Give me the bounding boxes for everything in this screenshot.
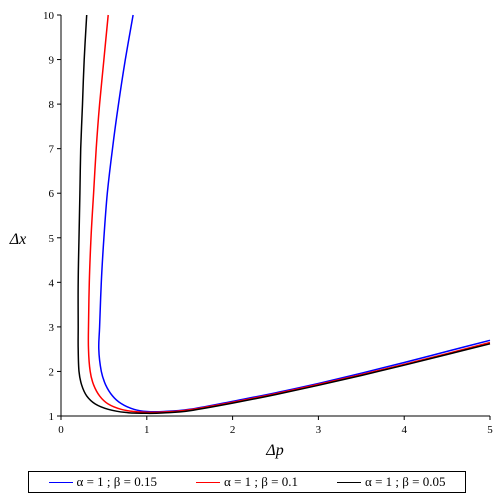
legend-label: α = 1 ; β = 0.05 (365, 474, 446, 489)
series-line-1 (97, 14, 491, 413)
y-tick-label: 2 (49, 366, 55, 378)
y-tick-label: 1 (49, 411, 55, 423)
x-tick-label: 3 (316, 424, 322, 436)
x-tick-label: 2 (230, 424, 236, 436)
legend-label: α = 1 ; β = 0.15 (76, 474, 157, 489)
y-tick-label: 5 (49, 233, 55, 245)
legend-item-beta-005: α = 1 ; β = 0.05 (337, 474, 445, 490)
y-tick-label: 3 (49, 322, 55, 334)
series-line-3 (77, 14, 491, 415)
y-tick-label: 7 (49, 144, 55, 156)
series-lines (77, 14, 491, 415)
legend-item-beta-01: α = 1 ; β = 0.1 (196, 474, 298, 490)
x-tick-label: 0 (58, 424, 64, 436)
legend-swatch-blue (48, 481, 73, 483)
x-axis-label: Δp (265, 442, 283, 459)
y-tick-label: 9 (49, 55, 55, 67)
legend-item-beta-015: α = 1 ; β = 0.15 (48, 474, 157, 490)
y-tick-label: 6 (49, 188, 55, 200)
legend-label: α = 1 ; β = 0.1 (224, 474, 298, 489)
series-line-2 (87, 14, 491, 414)
axes (60, 15, 490, 417)
y-axis-label: Δx (9, 231, 27, 248)
x-tick-label: 4 (401, 424, 407, 436)
x-tick-label: 1 (144, 424, 150, 436)
x-tick-label: 5 (487, 424, 493, 436)
y-tick-label: 8 (49, 99, 55, 111)
legend-swatch-black (337, 481, 362, 483)
y-tick-label: 4 (49, 277, 55, 289)
legend: α = 1 ; β = 0.15 α = 1 ; β = 0.1 α = 1 ;… (28, 471, 466, 493)
legend-swatch-red (196, 481, 221, 483)
y-tick-label: 10 (43, 10, 55, 22)
